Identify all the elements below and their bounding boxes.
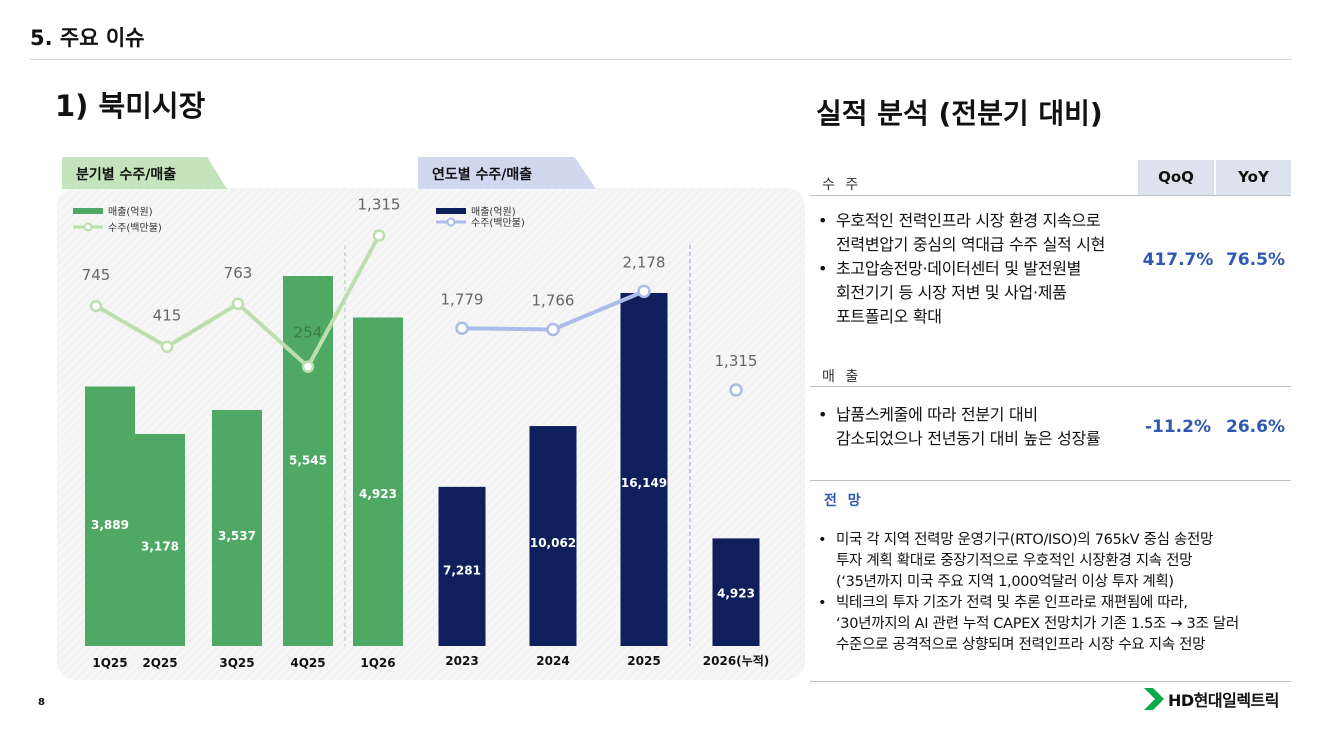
- outlook-bullets: 미국 각 지역 전력망 운영기구(RTO/ISO)의 765kV 중심 송전망투…: [818, 530, 1290, 656]
- orders-data-label: 1,315: [358, 196, 401, 214]
- bar-sales: [529, 426, 577, 646]
- bar-data-label: 3,889: [91, 518, 129, 532]
- orders-data-label: 1,315: [715, 352, 758, 370]
- bar-sales: [85, 386, 135, 646]
- legend-label-orders: 수주(백만불): [471, 217, 525, 229]
- orders-point: [372, 229, 386, 242]
- sales-label: 매 출: [822, 369, 862, 385]
- orders-data-label: 254: [294, 324, 323, 342]
- orders-point: [160, 340, 174, 353]
- x-tick-label: 2025: [627, 654, 660, 668]
- annual-chart-tag: 연도별 수주/매출: [418, 157, 596, 189]
- legend-swatch-sales: [73, 208, 103, 214]
- bar-sales: [620, 293, 668, 646]
- analysis-title: 실적 분석 (전분기 대비): [816, 97, 1103, 130]
- outlook-top-divider: [810, 480, 1291, 481]
- orders-data-label: 2,178: [623, 253, 666, 271]
- bar-sales: [712, 538, 760, 646]
- outlook-label: 전 망: [824, 493, 864, 509]
- orders-point: [301, 360, 315, 373]
- orders-divider: [810, 195, 1291, 196]
- orders-data-label: 745: [82, 266, 111, 284]
- logo-chevron-icon: [1144, 688, 1164, 710]
- orders-qoq-value: 417.7%: [1142, 250, 1214, 270]
- bar-data-label: 7,281: [443, 563, 481, 577]
- x-tick-label: 2023: [445, 654, 478, 668]
- annual-legend: 매출(억원) 수주(백만불): [436, 206, 525, 229]
- bar-sales: [212, 409, 262, 646]
- sales-yoy-value: 26.6%: [1226, 417, 1285, 437]
- bar-data-label: 16,149: [621, 476, 667, 490]
- bar-data-label: 3,537: [218, 529, 256, 543]
- legend-swatch-sales: [436, 208, 466, 214]
- x-tick-label: 1Q26: [360, 656, 395, 670]
- bar-data-label: 4,923: [717, 587, 755, 601]
- bar-sales: [135, 433, 185, 646]
- x-tick-label: 2024: [536, 654, 569, 668]
- legend-marker-orders: [83, 222, 93, 232]
- orders-data-label: 763: [224, 264, 253, 282]
- x-tick-label: 1Q25: [92, 656, 127, 670]
- page-number: 8: [38, 697, 45, 708]
- quarterly-legend: 매출(억원) 수주(백만불): [73, 206, 162, 234]
- orders-point: [546, 322, 560, 337]
- outlook-bullet: 미국 각 지역 전력망 운영기구(RTO/ISO)의 765kV 중심 송전망투…: [818, 530, 1290, 593]
- orders-point: [637, 284, 651, 299]
- orders-label: 수 주: [822, 177, 862, 193]
- orders-data-label: 1,779: [441, 290, 484, 308]
- outlook-bottom-divider: [810, 681, 1291, 682]
- outlook-bullet: 빅테크의 투자 기조가 전력 및 추론 인프라로 재편됨에 따라,‘30년까지의…: [818, 593, 1290, 656]
- orders-data-label: 1,766: [532, 291, 575, 309]
- orders-point: [89, 299, 103, 313]
- legend-marker-orders: [446, 217, 456, 227]
- sales-qoq-value: -11.2%: [1144, 417, 1212, 437]
- legend-label-orders: 수주(백만불): [108, 222, 162, 234]
- combo-charts: 매출(억원) 수주(백만불) 매출(억원) 수주(백만불) 3,889 1Q25 3…: [73, 196, 769, 670]
- bar-data-label: 3,178: [141, 540, 179, 554]
- orders-point: [455, 321, 469, 336]
- x-tick-label: 2Q25: [142, 656, 177, 670]
- bar-data-label: 10,062: [530, 536, 576, 550]
- sales-divider: [810, 386, 1291, 387]
- bar-data-label: 5,545: [289, 454, 327, 468]
- quarterly-chart-tag: 분기별 수주/매출: [62, 157, 227, 189]
- orders-yoy-value: 76.5%: [1226, 250, 1285, 270]
- legend-label-sales: 매출(억원): [471, 206, 516, 218]
- bar-sales: [353, 317, 403, 646]
- bar-sales: [438, 486, 486, 646]
- top-divider: [30, 59, 1292, 60]
- yoy-header: YoY: [1216, 160, 1291, 195]
- company-logo: HD현대일렉트릭: [1144, 686, 1280, 712]
- x-tick-label: 2026(누적): [703, 653, 769, 668]
- orders-point: [729, 383, 743, 397]
- section-title: 5. 주요 이슈: [30, 26, 145, 50]
- orders-data-label: 415: [153, 307, 182, 325]
- logo-text: HD현대일렉트릭: [1168, 691, 1280, 710]
- x-tick-label: 4Q25: [290, 656, 325, 670]
- qoq-header: QoQ: [1138, 160, 1214, 195]
- orders-point: [231, 297, 245, 311]
- legend-label-sales: 매출(억원): [108, 206, 153, 218]
- bar-data-label: 4,923: [359, 487, 397, 501]
- sub-title: 1) 북미시장: [55, 89, 206, 123]
- x-tick-label: 3Q25: [219, 656, 254, 670]
